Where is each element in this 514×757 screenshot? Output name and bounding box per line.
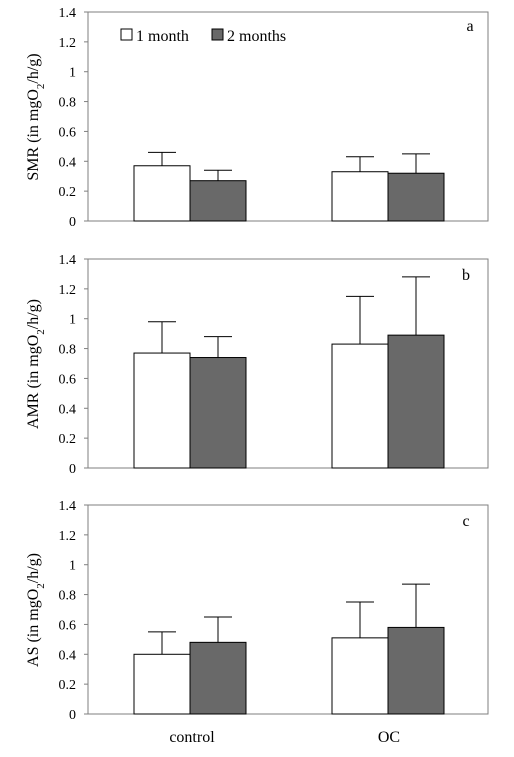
panel-a-bar-oc-1-month [331, 171, 389, 222]
panel-b-bar-control-1-month [133, 352, 191, 469]
legend-label-2-months: 2 months [227, 28, 286, 45]
panel-b: AMR (in mgO2/h/g) b 0 0.2 0.4 0.6 0.8 1 1.2 1.4 [25, 253, 489, 477]
panel-a-bar-oc-2-months [387, 172, 445, 222]
panel-b-ytick-label-1: 0.2 [59, 432, 77, 447]
panel-c-ytick-label-2: 0.4 [59, 648, 77, 663]
panel-b-ytick-label-4: 0.8 [59, 343, 77, 358]
panel-c-ytick-label-1: 0.2 [59, 678, 77, 693]
panel-b-bar-control-2-months [189, 357, 247, 469]
panel-b-bar-oc-2-months [387, 334, 445, 469]
panel-a-ytick-label-6: 1.2 [59, 36, 77, 51]
legend-label-1-month: 1 month [136, 28, 189, 45]
panel-c: AS (in mgO2/h/g) c 0 0.2 0.4 0.6 0.8 1 1.2 1.4 [25, 499, 489, 723]
panel-a-ytick-label-3: 0.6 [59, 125, 77, 140]
panel-c-ytick-label-0: 0 [69, 708, 76, 723]
panel-a-ytick-label-5: 1 [69, 66, 76, 81]
panel-b-ytick-label-3: 0.6 [59, 372, 77, 387]
panel-b-ytick-label-0: 0 [69, 462, 76, 477]
panel-b-frame [87, 258, 489, 469]
panel-a-ytick-label-1: 0.2 [59, 185, 77, 200]
panel-a-ytick-label-0: 0 [69, 215, 76, 230]
panel-b-label: b [462, 267, 470, 284]
panel-c-ytick-label-7: 1.4 [59, 499, 77, 514]
panel-c-bar-oc-2-months [387, 626, 445, 715]
panel-a-ylabel: SMR (in mgO2/h/g) [25, 53, 47, 180]
panel-a: SMR (in mgO2/h/g) a 1 month 2 months 0 0.… [25, 6, 489, 230]
panel-c-label: c [462, 513, 469, 530]
panel-a-ytick-label-4: 0.8 [59, 96, 77, 111]
panel-c-bar-oc-1-month [331, 637, 389, 715]
category-label-oc: OC [378, 729, 400, 746]
panel-a-frame [87, 11, 489, 222]
panel-c-ylabel: AS (in mgO2/h/g) [25, 553, 47, 667]
panel-b-ytick-label-2: 0.4 [59, 402, 77, 417]
panel-c-bar-control-1-month [133, 653, 191, 715]
legend-swatch-1-month [120, 28, 133, 41]
panel-c-frame [87, 504, 489, 715]
panel-a-ytick-label-7: 1.4 [59, 6, 77, 21]
panel-c-ytick-label-4: 0.8 [59, 589, 77, 604]
legend: 1 month 2 months [120, 28, 286, 45]
panel-c-ytick-label-6: 1.2 [59, 529, 77, 544]
panel-c-ytick-label-5: 1 [69, 559, 76, 574]
panel-b-bar-oc-1-month [331, 343, 389, 469]
panel-b-ylabel: AMR (in mgO2/h/g) [25, 299, 47, 429]
panel-c-bar-control-2-months [189, 641, 247, 715]
category-label-control: control [169, 729, 215, 746]
legend-swatch-2-months [211, 28, 224, 41]
panel-a-ytick-label-2: 0.4 [59, 155, 77, 170]
panel-a-bar-control-2-months [189, 180, 247, 222]
panel-c-ytick-label-3: 0.6 [59, 618, 77, 633]
panel-b-ytick-label-6: 1.2 [59, 283, 77, 298]
panel-a-bar-control-1-month [133, 165, 191, 222]
panel-b-ytick-label-5: 1 [69, 313, 76, 328]
panel-b-ytick-label-7: 1.4 [59, 253, 77, 268]
panel-a-label: a [466, 18, 473, 35]
